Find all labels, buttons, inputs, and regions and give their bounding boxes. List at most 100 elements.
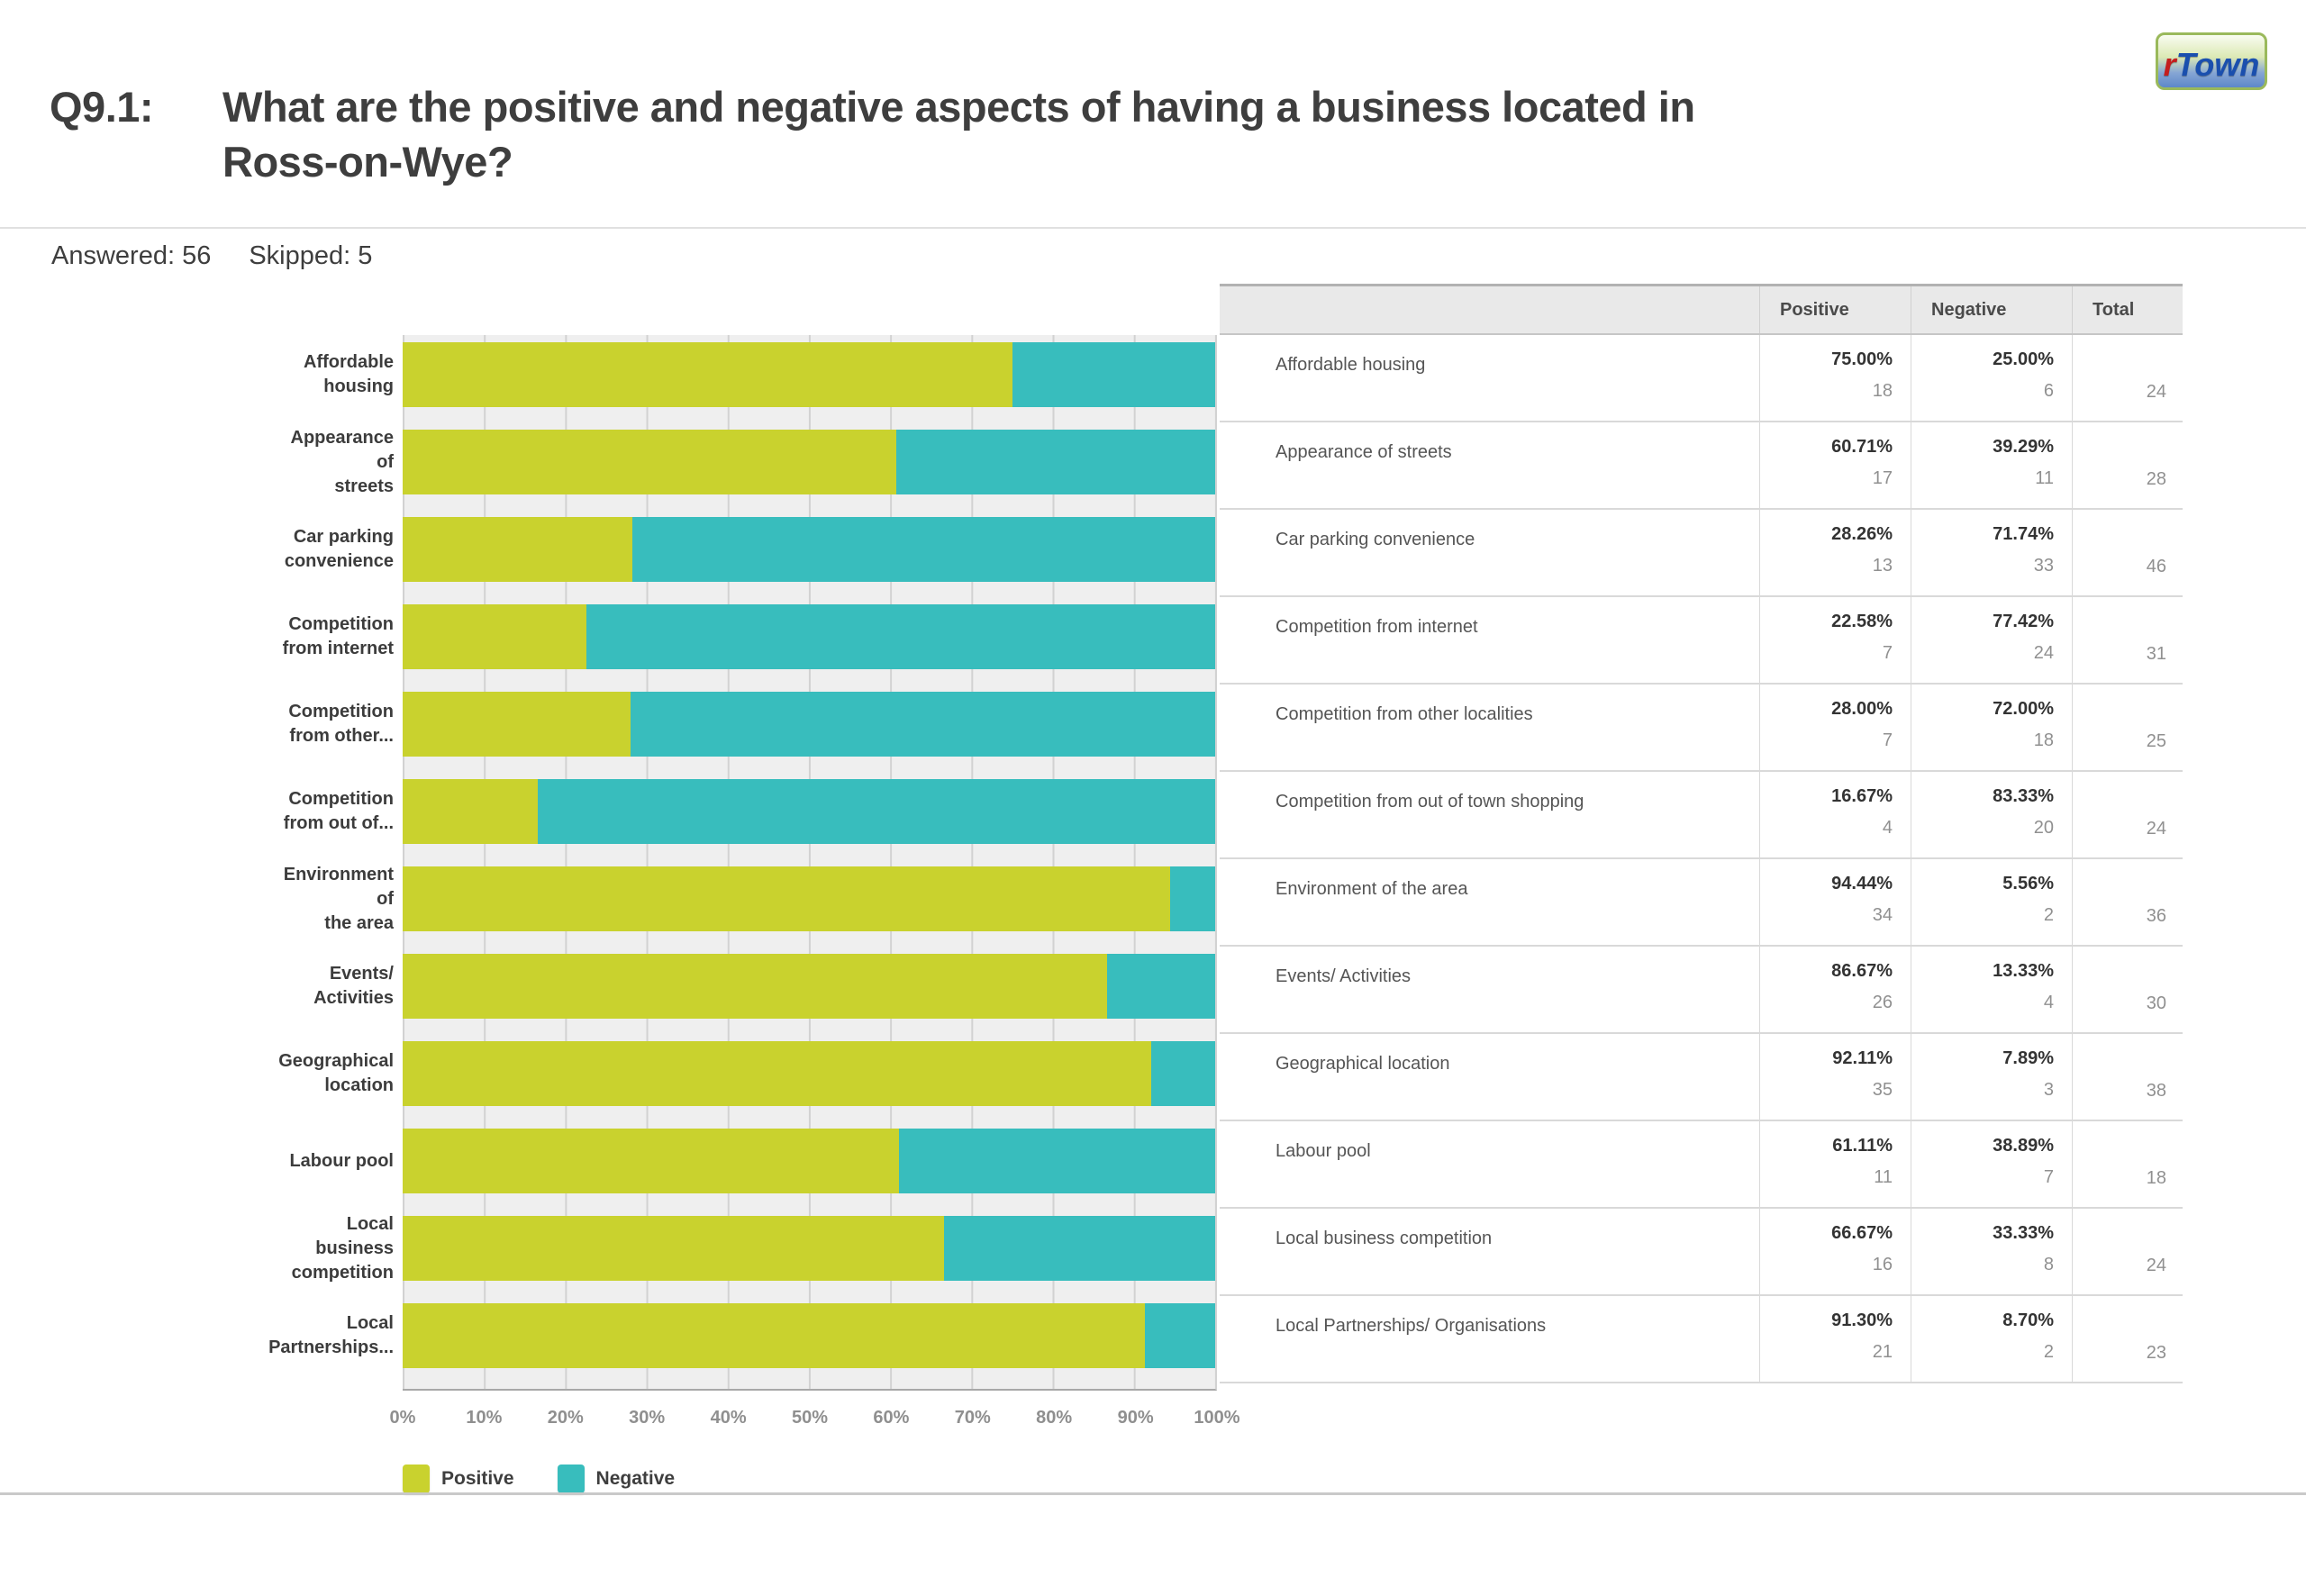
table-body: Affordable housing 75.00% 18 25.00% 6 24 Appea… (1220, 335, 2183, 1383)
negative-bar-segment (1150, 1041, 1215, 1106)
table-row-label: Events/ Activities (1276, 966, 1412, 986)
positive-cell: 28.00% 7 (1759, 685, 1911, 770)
positive-percent: 75.00% (1831, 349, 1893, 369)
x-axis-tick-label: 10% (466, 1408, 503, 1428)
positive-percent: 66.67% (1831, 1223, 1893, 1243)
total-value: 36 (2072, 859, 2183, 945)
question-text-line2: Ross-on-Wye? (222, 138, 513, 186)
positive-cell: 86.67% 26 (1759, 947, 1911, 1032)
question-text: What are the positive and negative aspec… (222, 79, 1695, 189)
negative-cell: 77.42% 24 (1911, 597, 2072, 683)
positive-percent: 91.30% (1831, 1310, 1893, 1330)
negative-count: 3 (2043, 1080, 2054, 1100)
table-row: Competition from other localities 28.00% 7… (1220, 685, 2183, 772)
positive-bar-segment (403, 866, 1170, 931)
negative-cell: 13.33% 4 (1911, 947, 2072, 1032)
positive-cell: 28.26% 13 (1759, 510, 1911, 595)
negative-cell: 38.89% 7 (1911, 1121, 2072, 1207)
positive-bar-segment (403, 604, 586, 669)
legend-item: Positive (403, 1465, 514, 1493)
x-axis-tick-label: 30% (629, 1408, 666, 1428)
legend-label: Negative (595, 1468, 676, 1489)
bar-row (403, 779, 1215, 844)
table-row: Affordable housing 75.00% 18 25.00% 6 24 (1220, 335, 2183, 422)
chart-category-label: Environment of the area (283, 864, 394, 933)
positive-count: 4 (1882, 818, 1893, 838)
bar-row (403, 430, 1215, 494)
answered-count: Answered: 56 (51, 241, 212, 270)
table-row-label: Competition from out of town shopping (1276, 792, 1584, 812)
rtown-logo: r Town (2156, 32, 2267, 90)
negative-percent: 77.42% (1993, 612, 2054, 631)
negative-cell: 5.56% 2 (1911, 859, 2072, 945)
bar-row (403, 1041, 1215, 1106)
header-divider (0, 227, 2306, 229)
negative-cell: 83.33% 20 (1911, 772, 2072, 857)
table-row: Local Partnerships/ Organisations 91.30% 2… (1220, 1296, 2183, 1383)
total-value: 23 (2072, 1296, 2183, 1382)
negative-count: 6 (2043, 381, 2054, 401)
positive-count: 16 (1872, 1255, 1893, 1274)
positive-count: 18 (1872, 381, 1893, 401)
legend-item: Negative (557, 1465, 676, 1493)
positive-percent: 28.26% (1831, 524, 1893, 544)
positive-cell: 61.11% 11 (1759, 1121, 1911, 1207)
table-row: Environment of the area 94.44% 34 5.56% 2 36 (1220, 859, 2183, 947)
positive-count: 11 (1874, 1167, 1893, 1187)
table-row-label: Competition from other localities (1276, 704, 1533, 724)
x-axis-tick-label: 90% (1117, 1408, 1154, 1428)
bar-row (403, 1129, 1215, 1193)
bar-row (403, 1303, 1215, 1368)
positive-count: 35 (1872, 1080, 1893, 1100)
table-row: Appearance of streets 60.71% 17 39.29% 11 28 (1220, 422, 2183, 510)
positive-bar-segment (403, 954, 1107, 1019)
results-table: Positive Negative Total Affordable housi… (1220, 284, 2183, 1383)
positive-count: 7 (1882, 643, 1893, 663)
negative-count: 2 (2043, 1342, 2054, 1362)
bar-row (403, 692, 1215, 757)
table-row: Geographical location 92.11% 35 7.89% 3 38 (1220, 1034, 2183, 1121)
positive-percent: 22.58% (1831, 612, 1893, 631)
table-row-label: Local Partnerships/ Organisations (1276, 1316, 1547, 1336)
x-axis-tick-label: 40% (710, 1408, 747, 1428)
chart-category-label: Geographical location (278, 1051, 394, 1095)
positive-cell: 60.71% 17 (1759, 422, 1911, 508)
table-row: Labour pool 61.11% 11 38.89% 7 18 (1220, 1121, 2183, 1209)
question-text-line1: What are the positive and negative aspec… (222, 83, 1695, 131)
x-axis-tick-label: 0% (389, 1408, 416, 1428)
response-meta: Answered: 56 Skipped: 5 (51, 241, 372, 271)
total-value: 38 (2072, 1034, 2183, 1120)
negative-cell: 39.29% 11 (1911, 422, 2072, 508)
total-value: 46 (2072, 510, 2183, 595)
negative-count: 18 (2033, 730, 2054, 750)
negative-legend-swatch (557, 1465, 585, 1493)
positive-bar-segment (403, 1129, 900, 1193)
chart-category-label: Local business competition (291, 1213, 394, 1283)
negative-percent: 39.29% (1993, 437, 2054, 457)
positive-cell: 66.67% 16 (1759, 1209, 1911, 1294)
total-value: 30 (2072, 947, 2183, 1032)
logo-text-r: r (2163, 46, 2176, 83)
negative-percent: 83.33% (1993, 786, 2054, 806)
negative-count: 20 (2033, 818, 2054, 838)
table-header-positive: Positive (1759, 286, 1911, 333)
bar-row (403, 954, 1215, 1019)
table-row: Events/ Activities 86.67% 26 13.33% 4 30 (1220, 947, 2183, 1034)
positive-cell: 75.00% 18 (1759, 335, 1911, 421)
x-axis: 0% 10% 20% 30% 40% 50% 60% 70% 80% 90% 100% (390, 1408, 1240, 1431)
negative-bar-segment (899, 1129, 1215, 1193)
positive-count: 7 (1882, 730, 1893, 750)
negative-percent: 72.00% (1993, 699, 2054, 719)
total-value: 24 (2072, 772, 2183, 857)
x-axis-tick-label: 70% (954, 1408, 991, 1428)
positive-cell: 92.11% 35 (1759, 1034, 1911, 1120)
negative-bar-segment (1106, 954, 1215, 1019)
x-axis-tick-label: 20% (547, 1408, 584, 1428)
positive-percent: 61.11% (1832, 1136, 1893, 1156)
table-row-label: Car parking convenience (1276, 530, 1475, 549)
negative-bar-segment (1169, 866, 1215, 931)
negative-bar-segment (944, 1216, 1215, 1281)
table-row-label: Geographical location (1276, 1054, 1450, 1074)
positive-count: 17 (1872, 468, 1893, 488)
